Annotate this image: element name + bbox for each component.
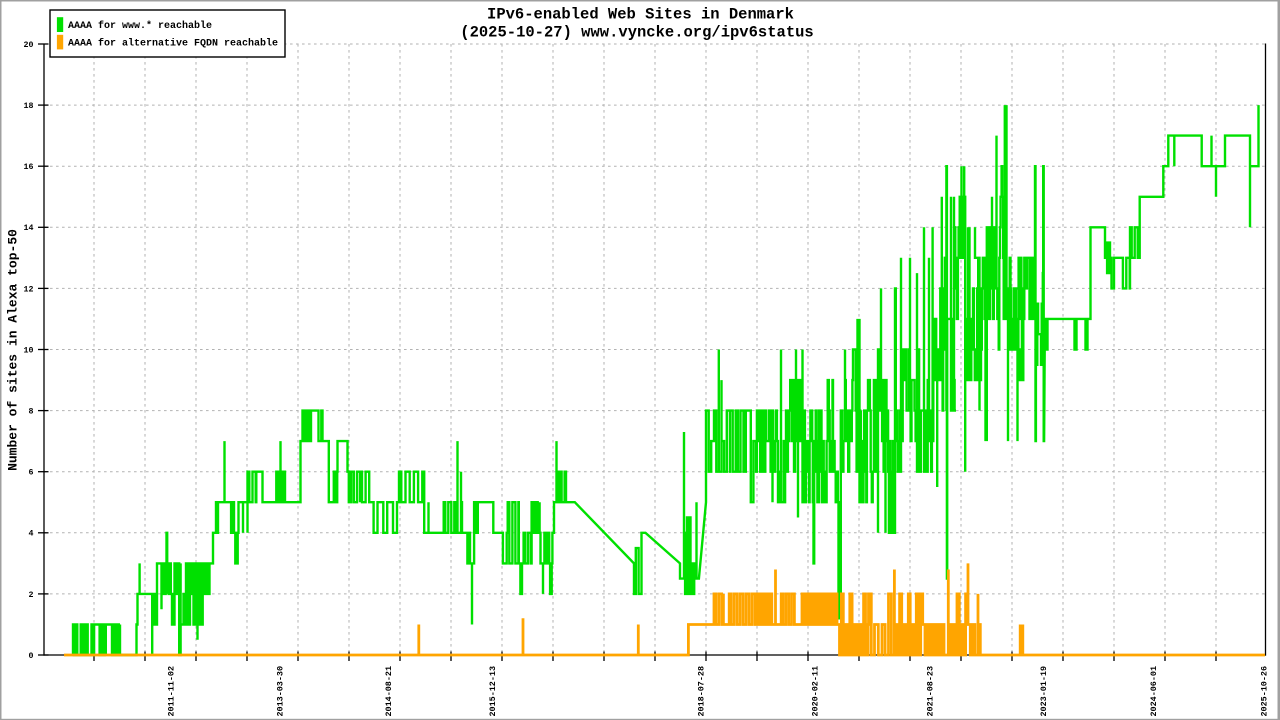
svg-text:2014-08-21: 2014-08-21 <box>385 666 394 717</box>
svg-text:2025-10-26: 2025-10-26 <box>1260 666 1269 717</box>
svg-text:2020-02-11: 2020-02-11 <box>811 666 820 717</box>
svg-text:Number of sites in Alexa top-5: Number of sites in Alexa top-50 <box>6 229 21 471</box>
svg-text:2011-11-02: 2011-11-02 <box>167 666 176 717</box>
svg-text:20: 20 <box>24 41 34 50</box>
svg-text:10: 10 <box>24 346 34 355</box>
svg-text:AAAA for www.* reachable: AAAA for www.* reachable <box>68 20 212 32</box>
svg-text:2023-01-19: 2023-01-19 <box>1040 666 1049 717</box>
svg-text:14: 14 <box>24 224 34 233</box>
svg-text:IPv6-enabled Web Sites in Denm: IPv6-enabled Web Sites in Denmark <box>487 5 794 23</box>
svg-text:2015-12-13: 2015-12-13 <box>489 666 498 717</box>
svg-text:2024-06-01: 2024-06-01 <box>1150 666 1159 717</box>
svg-text:0: 0 <box>29 652 34 661</box>
svg-text:12: 12 <box>24 285 34 294</box>
svg-text:6: 6 <box>29 469 34 478</box>
svg-text:2021-08-23: 2021-08-23 <box>926 666 935 717</box>
svg-text:2018-07-28: 2018-07-28 <box>697 666 706 717</box>
svg-text:16: 16 <box>24 163 34 172</box>
svg-text:2: 2 <box>29 591 34 600</box>
svg-text:18: 18 <box>24 102 34 111</box>
svg-text:2013-03-30: 2013-03-30 <box>276 666 285 717</box>
svg-text:4: 4 <box>29 530 34 539</box>
svg-text:AAAA for alternative FQDN reac: AAAA for alternative FQDN reachable <box>68 38 278 50</box>
svg-text:8: 8 <box>29 408 34 417</box>
svg-text:(2025-10-27) www.vyncke.org/ip: (2025-10-27) www.vyncke.org/ipv6status <box>460 23 813 41</box>
